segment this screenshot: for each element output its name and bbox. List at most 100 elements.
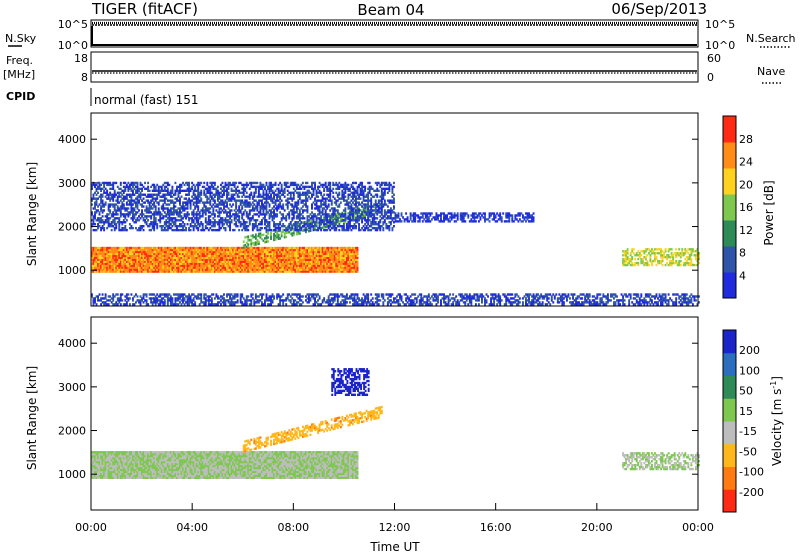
power-cell xyxy=(263,201,266,204)
power-cell xyxy=(226,254,228,258)
power-cell xyxy=(157,185,160,189)
power-cell xyxy=(374,205,377,208)
power-cell xyxy=(136,195,139,198)
power-cell xyxy=(338,258,341,261)
power-cell xyxy=(315,205,318,208)
power-cell xyxy=(356,246,359,250)
power-cell xyxy=(207,258,210,261)
power-cell xyxy=(197,217,200,220)
power-cell xyxy=(192,266,195,269)
power-cell xyxy=(323,193,326,196)
power-cell xyxy=(251,225,254,228)
power-cell xyxy=(280,262,283,265)
power-cell xyxy=(186,252,189,256)
power-cell xyxy=(350,225,353,228)
power-cell xyxy=(133,256,136,260)
power-cell xyxy=(341,191,344,194)
power-cell xyxy=(221,270,224,273)
power-cell xyxy=(318,268,321,271)
power-cell xyxy=(124,260,127,263)
power-cell xyxy=(297,201,300,204)
power-cell xyxy=(323,266,326,269)
power-cell xyxy=(242,264,245,267)
power-cell xyxy=(301,270,304,273)
power-cell xyxy=(174,258,177,261)
power-cell xyxy=(125,195,128,198)
power-cell xyxy=(131,260,134,263)
power-cell xyxy=(216,215,219,218)
power-cell xyxy=(185,203,188,206)
power-cell xyxy=(267,268,269,271)
power-cell xyxy=(107,256,110,260)
power-cell xyxy=(260,213,263,216)
power-cell xyxy=(244,199,247,202)
power-cell xyxy=(206,246,209,250)
power-cell xyxy=(163,246,166,250)
power-cell xyxy=(138,201,140,204)
power-cell xyxy=(171,217,174,220)
power-cell xyxy=(247,213,250,216)
power-cell xyxy=(253,266,256,269)
power-cell xyxy=(112,250,115,254)
power-cell xyxy=(216,221,219,224)
power-cell xyxy=(229,260,232,263)
power-cell xyxy=(291,270,294,273)
power-cell xyxy=(262,254,265,258)
power-cell xyxy=(191,181,194,185)
power-cell xyxy=(283,260,286,263)
power-cell xyxy=(183,252,186,256)
power-cell xyxy=(274,189,277,192)
power-cell xyxy=(150,252,153,256)
power-cell xyxy=(156,189,159,192)
power-cell xyxy=(122,256,125,260)
power-cell xyxy=(298,209,301,212)
power-cell xyxy=(298,256,301,260)
power-cell xyxy=(141,252,143,256)
power-cell xyxy=(150,199,153,202)
power-cell xyxy=(277,254,280,258)
power-cell xyxy=(250,244,253,247)
power-cell xyxy=(347,256,350,260)
power-cell xyxy=(168,262,171,265)
power-cell xyxy=(303,225,306,228)
power-cell xyxy=(274,193,277,196)
power-cell xyxy=(233,268,236,271)
power-cell xyxy=(282,203,285,206)
power-cell xyxy=(245,225,248,228)
power-cell xyxy=(306,260,309,263)
power-cell xyxy=(339,248,342,252)
power-cell xyxy=(254,235,257,238)
power-cell xyxy=(251,226,254,230)
power-cell xyxy=(268,266,271,269)
power-cell xyxy=(267,197,269,200)
power-cell xyxy=(323,203,326,206)
power-cell xyxy=(107,252,110,256)
power-cell xyxy=(304,197,307,200)
power-cell xyxy=(273,225,276,228)
power-cell xyxy=(198,223,201,226)
power-cell xyxy=(333,213,336,216)
power-cell xyxy=(163,226,166,230)
power-cell xyxy=(256,219,259,222)
power-cell xyxy=(329,209,332,212)
power-cell xyxy=(215,258,218,261)
power-cell xyxy=(253,254,256,258)
power-cell xyxy=(192,211,195,214)
power-cell xyxy=(352,252,354,256)
power-cell xyxy=(262,197,265,200)
power-cell xyxy=(317,191,320,194)
power-cell xyxy=(107,181,110,185)
power-cell xyxy=(112,183,115,187)
power-cell xyxy=(113,217,116,220)
power-cell xyxy=(226,252,228,256)
power-cell xyxy=(92,252,95,256)
power-cell xyxy=(229,211,232,214)
power-cell xyxy=(115,181,118,185)
power-cell xyxy=(106,183,109,187)
power-cell xyxy=(171,213,174,216)
power-cell xyxy=(285,264,288,267)
power-cell xyxy=(332,211,335,214)
power-cell xyxy=(139,262,142,265)
power-cell xyxy=(163,211,166,214)
power-cell xyxy=(277,207,280,210)
